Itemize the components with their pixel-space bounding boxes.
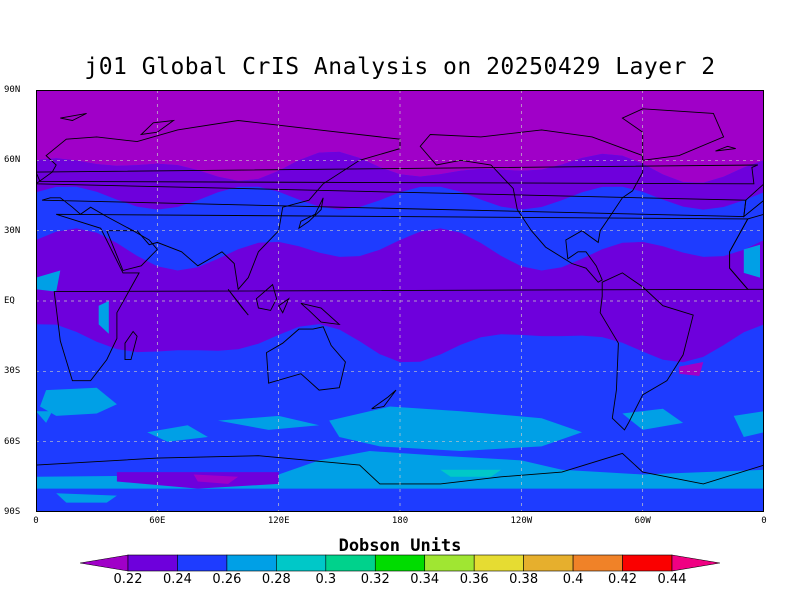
colorbar-box xyxy=(572,554,623,572)
continent-outline xyxy=(278,297,290,314)
colorbar-box xyxy=(276,554,327,572)
colorbar-level-label: 0.28 xyxy=(261,572,291,587)
colorbar-box xyxy=(473,554,524,572)
colorbar-level-label: 0.44 xyxy=(657,572,687,587)
colorbar-level-label: 0.32 xyxy=(360,572,390,587)
colorbar-level-label: 0.34 xyxy=(410,572,440,587)
continent-outline xyxy=(60,112,87,121)
colorbar-level-label: 0.4 xyxy=(562,572,584,587)
continent-outline xyxy=(36,120,747,291)
continent-outline xyxy=(743,183,764,218)
continent-outline xyxy=(227,289,249,316)
continent-outline xyxy=(139,119,176,136)
continent-outline xyxy=(106,230,158,272)
field-patch-africa xyxy=(98,301,109,334)
continent-outline xyxy=(255,283,278,311)
lon-tick-label: 60E xyxy=(149,516,166,526)
colorbar-level-label: 0.24 xyxy=(162,572,192,587)
continent-outline xyxy=(621,108,725,161)
colorbar-level-label: 0.36 xyxy=(459,572,489,587)
field-southern-patch xyxy=(622,408,684,430)
lat-tick-label: 30N xyxy=(4,225,21,236)
field-antarctic-spot xyxy=(440,469,502,477)
field-southern-patch xyxy=(329,406,582,451)
colorbar-level-label: 0.38 xyxy=(509,572,539,587)
colorbar-box xyxy=(127,554,178,572)
lon-tick-label: 0 xyxy=(761,516,767,526)
colorbar-level-label: 0.22 xyxy=(113,572,143,587)
continent-outline xyxy=(298,197,324,230)
lon-tick-label: 180 xyxy=(391,516,409,526)
gridlines xyxy=(36,90,764,512)
colorbar-title: Dobson Units xyxy=(338,536,462,556)
continent-outlines xyxy=(36,108,764,512)
lat-tick-label: 90S xyxy=(4,507,21,517)
field-southern-patch xyxy=(40,387,117,416)
continent-outline xyxy=(300,302,341,326)
field-patch-east-atlantic xyxy=(743,244,760,278)
field-antarctic-edge xyxy=(56,493,117,503)
continent-outline xyxy=(419,129,644,283)
continent-outline xyxy=(36,452,764,512)
map-title: j01 Global CrIS Analysis on 20250429 Lay… xyxy=(84,54,716,80)
lon-tick-label: 120W xyxy=(510,516,533,526)
field-antarctic-core xyxy=(193,474,239,484)
map-frame xyxy=(36,90,764,512)
continent-outline xyxy=(599,272,694,431)
continent-outline xyxy=(36,164,759,185)
lat-tick-label: 60N xyxy=(4,155,21,166)
colorbar-low-arrow xyxy=(80,554,129,572)
colorbar-box xyxy=(226,554,277,572)
colorbar-box xyxy=(424,554,475,572)
field-north-cap xyxy=(36,90,764,183)
lon-tick-label: 120E xyxy=(267,516,290,526)
field-southern-patch xyxy=(147,425,208,442)
lon-tick-label: 0 xyxy=(33,516,39,526)
continent-outline xyxy=(715,145,736,152)
lat-tick-label: 90N xyxy=(4,85,21,95)
colorbar-high-arrow xyxy=(671,554,720,572)
field-southern-patch xyxy=(36,411,53,423)
field-southern-patch xyxy=(733,411,764,437)
colorbar xyxy=(80,554,720,572)
field-patch-south-atlantic xyxy=(679,362,704,376)
continent-outline xyxy=(124,330,138,361)
colorbar-box xyxy=(622,554,673,572)
colorbar-box xyxy=(325,554,376,572)
colorbar-box xyxy=(374,554,426,572)
colorbar-level-label: 0.42 xyxy=(608,572,637,587)
lat-tick-label: 30S xyxy=(4,366,21,377)
continent-outline xyxy=(371,389,397,410)
colorbar-box xyxy=(177,554,228,572)
field-patch-atlantic xyxy=(36,270,61,292)
lat-tick-label: EQ xyxy=(4,296,15,306)
colorbar-level-label: 0.26 xyxy=(212,572,242,587)
lon-tick-label: 60W xyxy=(634,516,651,526)
colorbar-box xyxy=(523,554,574,572)
colorbar-level-label: 0.3 xyxy=(315,572,337,587)
field-southern-patch xyxy=(218,415,320,430)
field-patch-pacific xyxy=(482,289,506,311)
lat-tick-label: 60S xyxy=(4,436,21,447)
continent-outline xyxy=(53,213,749,382)
continent-outline xyxy=(729,213,764,290)
ozone-map xyxy=(36,90,764,512)
continent-outline xyxy=(266,326,346,391)
